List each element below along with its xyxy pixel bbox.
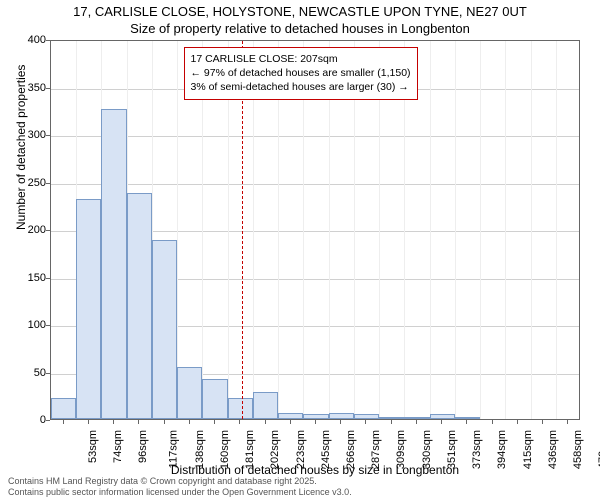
histogram-bar <box>303 414 328 419</box>
x-tick-label: 245sqm <box>320 430 332 469</box>
x-tick-mark <box>315 420 316 424</box>
footer-text: Contains HM Land Registry data © Crown c… <box>8 476 352 498</box>
y-tick-mark <box>46 325 50 326</box>
x-tick-mark <box>189 420 190 424</box>
y-tick-label: 50 <box>6 367 46 379</box>
x-tick-mark <box>416 420 417 424</box>
x-tick-label: 436sqm <box>547 430 559 469</box>
y-tick-mark <box>46 183 50 184</box>
gridline-v <box>531 41 532 419</box>
y-tick-label: 400 <box>6 34 46 46</box>
histogram-bar <box>152 240 177 419</box>
histogram-bar <box>278 413 303 419</box>
x-tick-mark <box>138 420 139 424</box>
x-tick-label: 394sqm <box>497 430 509 469</box>
histogram-bar <box>202 379 227 419</box>
x-tick-label: 181sqm <box>244 430 256 469</box>
x-tick-mark <box>88 420 89 424</box>
x-tick-label: 309sqm <box>396 430 408 469</box>
gridline-v <box>556 41 557 419</box>
histogram-bar <box>228 398 253 419</box>
chart-title-line2: Size of property relative to detached ho… <box>0 21 600 36</box>
x-tick-mark <box>517 420 518 424</box>
annotation-line1: 17 CARLISLE CLOSE: 207sqm <box>191 52 411 66</box>
x-tick-mark <box>214 420 215 424</box>
histogram-bar <box>404 417 429 419</box>
histogram-bar <box>101 109 126 419</box>
x-tick-mark <box>365 420 366 424</box>
annotation-box: 17 CARLISLE CLOSE: 207sqm← 97% of detach… <box>184 47 418 100</box>
y-tick-mark <box>46 373 50 374</box>
gridline-v <box>430 41 431 419</box>
y-tick-label: 100 <box>6 319 46 331</box>
y-tick-label: 200 <box>6 224 46 236</box>
y-tick-mark <box>46 278 50 279</box>
x-tick-mark <box>391 420 392 424</box>
histogram-bar <box>51 398 76 419</box>
histogram-bar <box>177 367 202 419</box>
histogram-bar <box>253 392 278 419</box>
gridline-v <box>177 41 178 419</box>
plot-area: 17 CARLISLE CLOSE: 207sqm← 97% of detach… <box>50 40 580 420</box>
histogram-bar <box>354 414 379 419</box>
x-tick-label: 373sqm <box>471 430 483 469</box>
x-tick-mark <box>239 420 240 424</box>
x-tick-mark <box>466 420 467 424</box>
histogram-bar <box>329 413 354 419</box>
gridline-v <box>505 41 506 419</box>
annotation-line2: ← 97% of detached houses are smaller (1,… <box>191 66 411 80</box>
y-tick-label: 0 <box>6 414 46 426</box>
gridline-v <box>480 41 481 419</box>
x-tick-mark <box>567 420 568 424</box>
x-tick-label: 266sqm <box>345 430 357 469</box>
footer-line2: Contains public sector information licen… <box>8 487 352 497</box>
chart-title-line1: 17, CARLISLE CLOSE, HOLYSTONE, NEWCASTLE… <box>0 4 600 19</box>
x-tick-label: 202sqm <box>269 430 281 469</box>
x-tick-label: 415sqm <box>522 430 534 469</box>
x-tick-mark <box>290 420 291 424</box>
x-tick-mark <box>441 420 442 424</box>
histogram-bar <box>430 414 455 419</box>
y-tick-mark <box>46 135 50 136</box>
x-tick-mark <box>113 420 114 424</box>
y-tick-mark <box>46 230 50 231</box>
x-tick-label: 53sqm <box>87 430 99 463</box>
y-tick-mark <box>46 40 50 41</box>
x-tick-mark <box>542 420 543 424</box>
x-tick-label: 351sqm <box>446 430 458 469</box>
gridline-h <box>51 136 579 137</box>
histogram-bar <box>127 193 152 419</box>
x-tick-label: 223sqm <box>295 430 307 469</box>
x-tick-label: 330sqm <box>421 430 433 469</box>
x-tick-label: 138sqm <box>194 430 206 469</box>
histogram-bar <box>379 417 404 419</box>
x-tick-label: 117sqm <box>168 430 180 468</box>
x-tick-label: 160sqm <box>219 430 231 469</box>
y-tick-label: 150 <box>6 272 46 284</box>
x-tick-mark <box>265 420 266 424</box>
x-tick-label: 74sqm <box>112 430 124 463</box>
x-tick-label: 287sqm <box>370 430 382 469</box>
y-tick-label: 350 <box>6 82 46 94</box>
gridline-v <box>455 41 456 419</box>
x-tick-mark <box>340 420 341 424</box>
chart-container: 17, CARLISLE CLOSE, HOLYSTONE, NEWCASTLE… <box>0 0 600 500</box>
x-tick-mark <box>164 420 165 424</box>
y-tick-label: 300 <box>6 129 46 141</box>
y-tick-label: 250 <box>6 177 46 189</box>
x-tick-label: 458sqm <box>572 430 584 469</box>
histogram-bar <box>455 417 480 419</box>
footer-line1: Contains HM Land Registry data © Crown c… <box>8 476 317 486</box>
y-tick-mark <box>46 88 50 89</box>
x-tick-mark <box>492 420 493 424</box>
x-tick-mark <box>63 420 64 424</box>
x-tick-label: 96sqm <box>137 430 149 463</box>
gridline-h <box>51 184 579 185</box>
annotation-line3: 3% of semi-detached houses are larger (3… <box>191 80 411 94</box>
histogram-bar <box>76 199 101 419</box>
y-tick-mark <box>46 420 50 421</box>
